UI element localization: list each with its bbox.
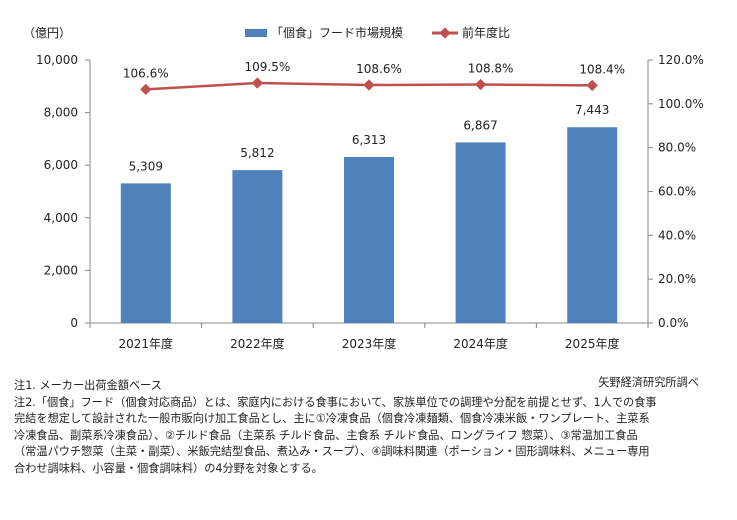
- note-line: 注2.「個食」フード（個食対応商品）とは、家庭内における食事において、家族単位で…: [14, 395, 657, 409]
- y-tick-label: 0: [70, 316, 78, 330]
- x-tick-label: 2023年度: [342, 336, 397, 351]
- ratio-data-label: 108.6%: [356, 62, 402, 76]
- y2-tick-label: 120.0%: [658, 53, 704, 67]
- note-line: 完結を想定して設計された一般市販向け加工食品とし、主に①冷凍食品（個食冷凍麺類、…: [14, 412, 650, 426]
- y2-tick-label: 0.0%: [658, 316, 689, 330]
- legend-bar-swatch: [245, 29, 267, 37]
- x-tick-label: 2024年度: [453, 336, 508, 351]
- y2-tick-label: 20.0%: [658, 272, 696, 286]
- legend-line-marker: [439, 27, 451, 39]
- ratio-point: [251, 77, 264, 89]
- bar-data-label: 5,812: [240, 146, 274, 160]
- bar-data-label: 6,867: [463, 118, 497, 132]
- legend-bar-label: 「個食」フード市場規模: [271, 25, 403, 40]
- ratio-point: [586, 79, 598, 92]
- ratio-data-label: 108.4%: [579, 62, 625, 76]
- ratio-point: [363, 79, 375, 91]
- plot-area: 0 2,000 4,000 6,000 8,000 10,000 0.0% 20.0% 40.0…: [36, 53, 704, 351]
- bar: [567, 127, 618, 323]
- ratio-point: [140, 83, 152, 96]
- ratio-point: [474, 78, 487, 91]
- x-tick-label: 2022年度: [230, 336, 285, 351]
- note-line: 合わせ調味料、小容量・個食調味料）の4分野を対象とする。: [14, 461, 323, 475]
- y-tick-label: 6,000: [44, 158, 78, 172]
- y-tick-label: 4,000: [44, 211, 78, 225]
- source-note: 矢野経済研究所調べ: [598, 376, 699, 389]
- note-line: （常温パウチ惣菜（主菜・副菜）、米飯完結型食品、煮込み・スープ）、④調味料関連（…: [14, 445, 650, 459]
- y-tick-label: 8,000: [44, 106, 78, 120]
- bar: [455, 142, 506, 323]
- chart: 「個食」フード市場規模 前年度比 （億円） 0 2,000 4,000 6,000 8,…: [23, 25, 704, 351]
- bar-data-label: 7,443: [575, 103, 609, 117]
- x-tick-label: 2021年度: [119, 336, 174, 351]
- bar-data-label: 5,309: [129, 159, 163, 173]
- x-tick-label: 2025年度: [565, 336, 620, 351]
- y2-tick-label: 80.0%: [658, 141, 696, 155]
- y-axis-unit: （億円）: [23, 26, 71, 40]
- bar: [232, 170, 283, 323]
- y-tick-label: 2,000: [44, 263, 78, 277]
- footnotes: 注1. メーカー出荷金額ベース 注2.「個食」フード（個食対応商品）とは、家庭内…: [14, 378, 726, 478]
- ratio-data-label: 108.8%: [468, 62, 514, 76]
- y2-tick-label: 100.0%: [658, 97, 704, 111]
- bar-data-label: 6,313: [352, 133, 386, 147]
- legend: 「個食」フード市場規模 前年度比: [245, 25, 510, 40]
- legend-line-label: 前年度比: [462, 25, 510, 40]
- bar: [344, 156, 394, 323]
- note-line: 注1. メーカー出荷金額ベース: [14, 379, 162, 392]
- ratio-data-label: 109.5%: [245, 60, 291, 74]
- note-line: 冷凍食品、副菜系冷凍食品）、②チルド食品（主菜系 チルド食品、主食系 チルド食品…: [14, 428, 638, 442]
- ratio-data-label: 106.6%: [123, 66, 169, 80]
- y2-tick-label: 60.0%: [658, 185, 696, 199]
- y2-tick-label: 40.0%: [658, 228, 696, 242]
- y-tick-label: 10,000: [36, 53, 78, 67]
- bar: [120, 183, 171, 323]
